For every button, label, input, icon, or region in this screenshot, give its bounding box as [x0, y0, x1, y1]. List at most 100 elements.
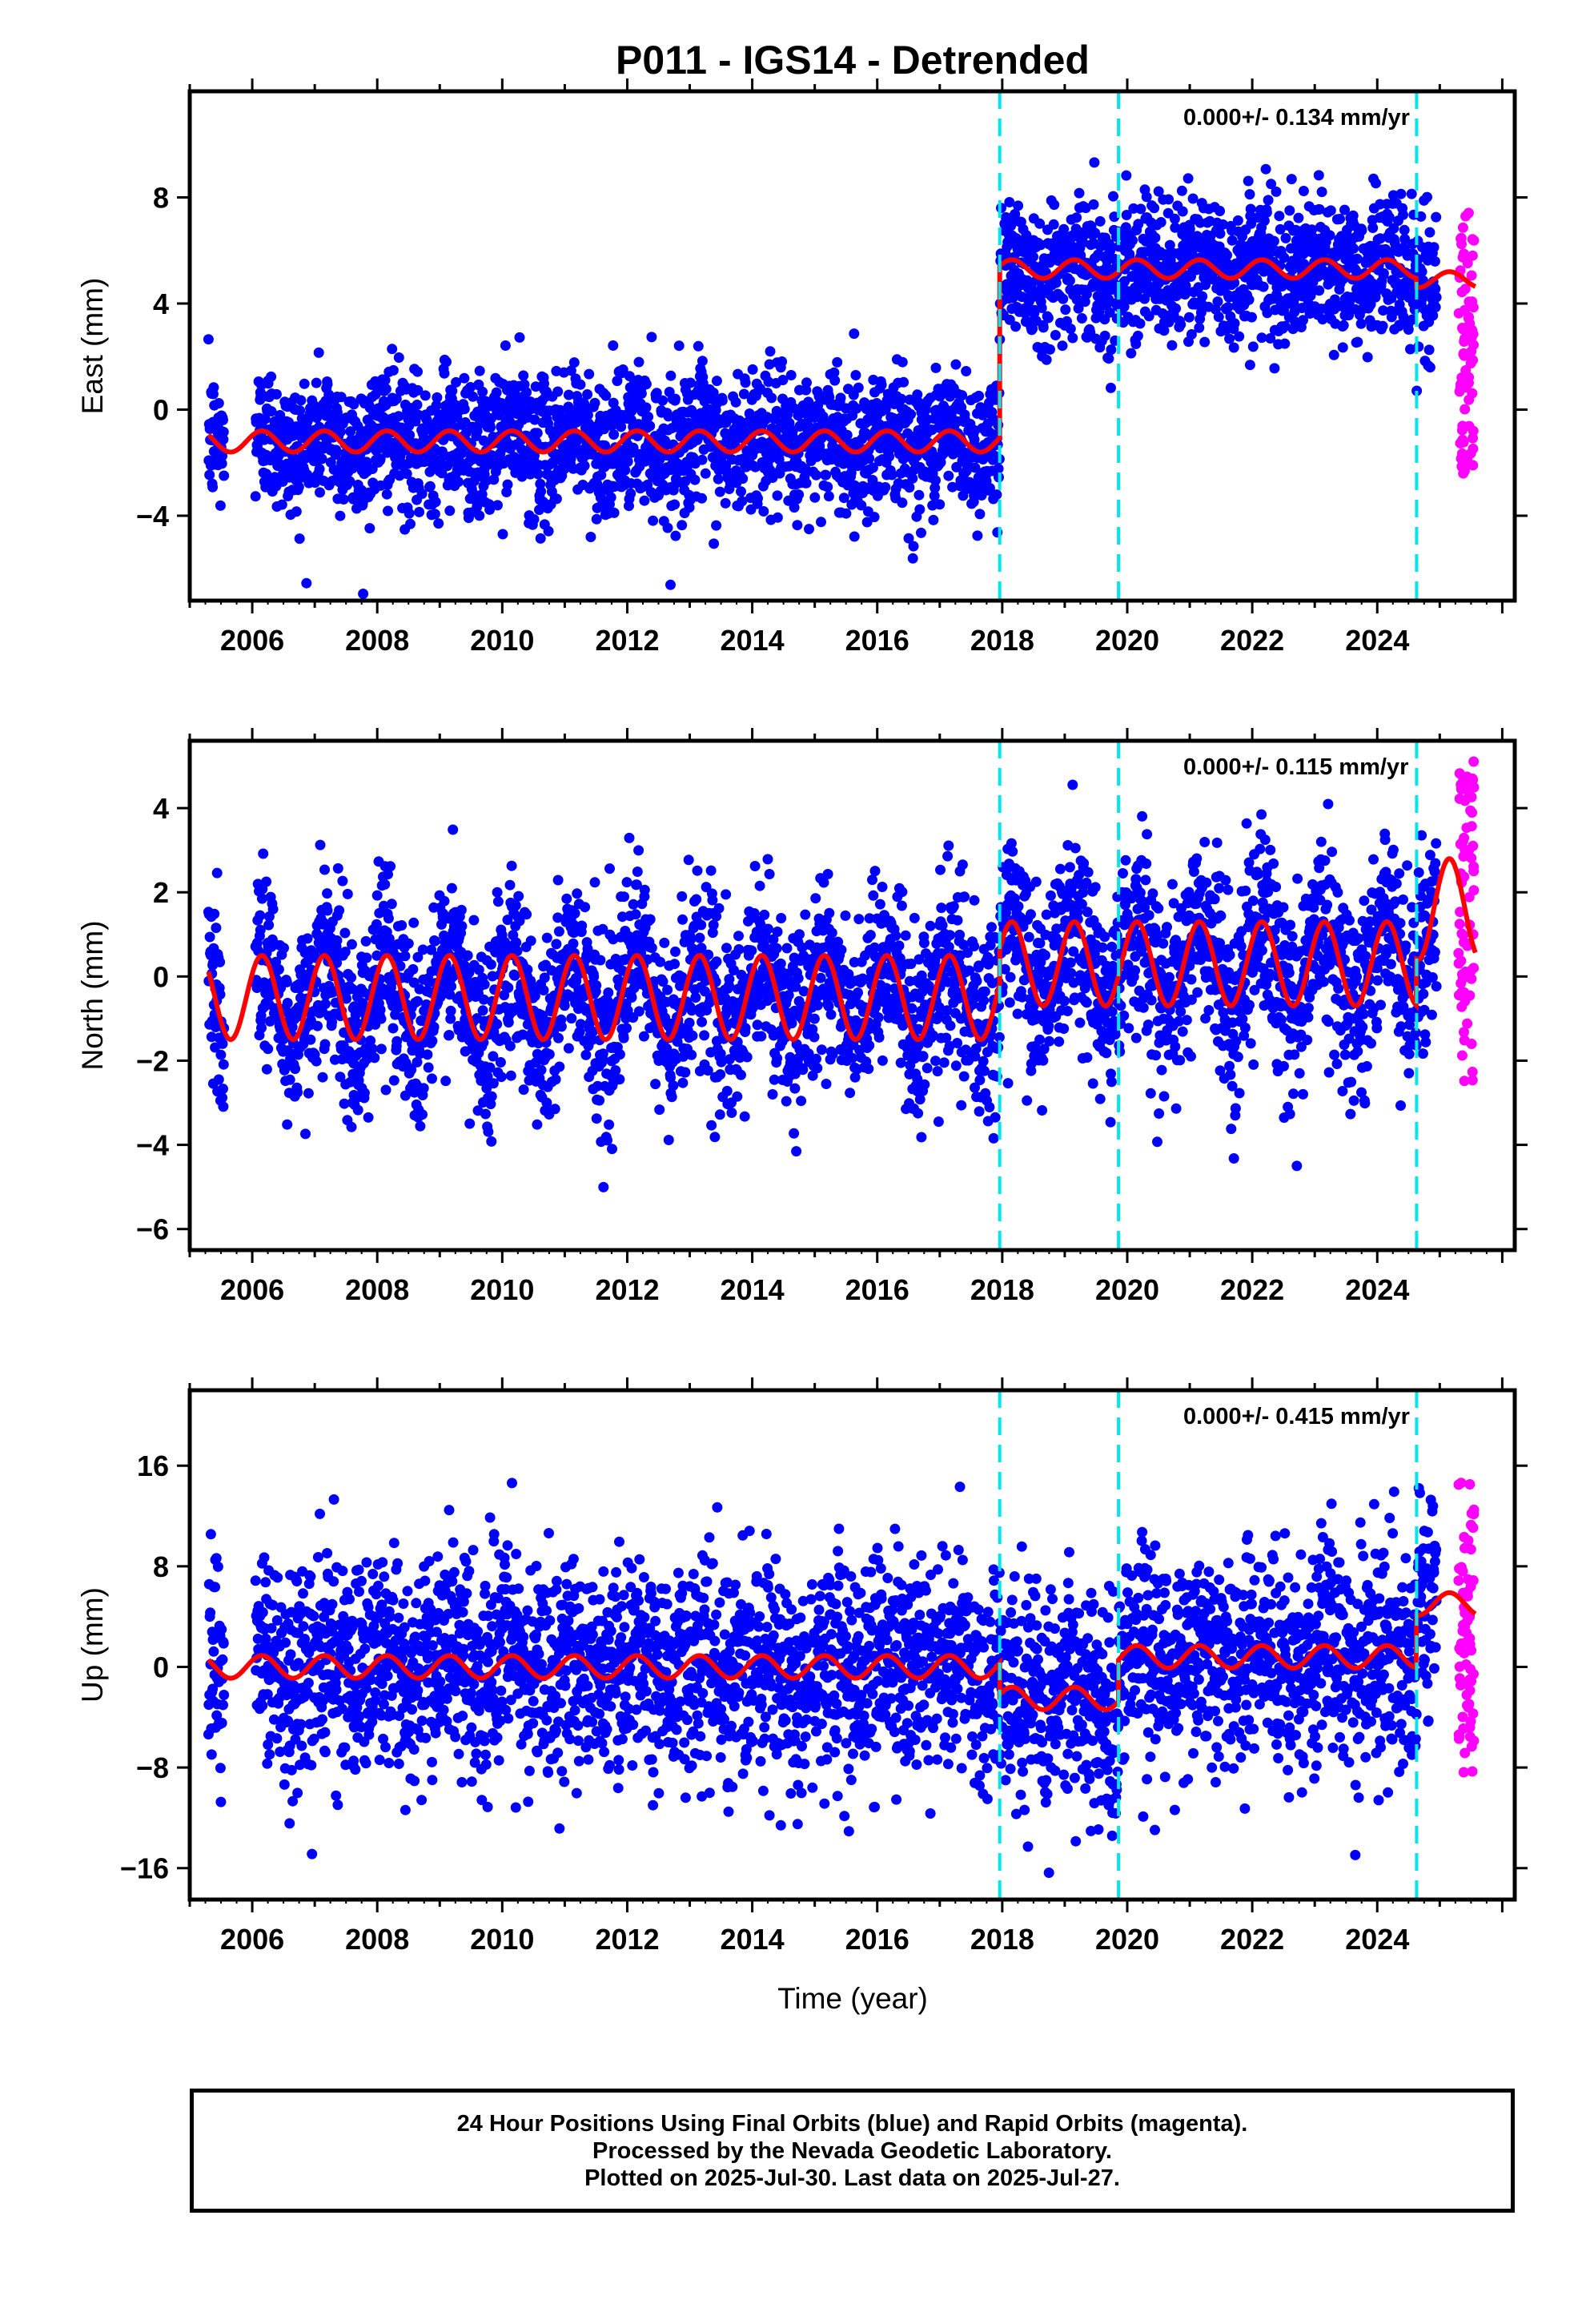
final-orbit-point — [1367, 223, 1379, 233]
final-orbit-point — [525, 975, 536, 987]
final-orbit-point — [1416, 266, 1427, 277]
final-orbit-point — [621, 877, 632, 888]
final-orbit-point — [488, 1078, 499, 1089]
final-orbit-point — [914, 504, 926, 515]
final-orbit-point — [685, 377, 696, 388]
final-orbit-point — [1074, 187, 1085, 199]
final-orbit-point — [263, 1043, 274, 1055]
final-orbit-point — [536, 1064, 547, 1076]
final-orbit-point — [1212, 296, 1223, 308]
final-orbit-point — [299, 378, 310, 389]
final-orbit-point — [346, 1121, 357, 1132]
final-orbit-point — [551, 493, 562, 505]
final-orbit-point — [474, 365, 485, 376]
final-orbit-point — [575, 1019, 586, 1030]
final-orbit-point — [565, 365, 576, 376]
final-orbit-point — [1423, 344, 1435, 356]
final-orbit-point — [327, 1016, 338, 1027]
final-orbit-point — [1362, 352, 1373, 363]
final-orbit-point — [1078, 237, 1089, 248]
final-orbit-point — [622, 456, 633, 467]
final-orbit-point — [444, 989, 456, 1000]
final-orbit-point — [485, 1099, 496, 1110]
final-orbit-point — [594, 1095, 605, 1106]
final-orbit-point — [371, 950, 383, 961]
final-orbit-point — [215, 500, 226, 511]
final-orbit-point — [303, 1088, 314, 1099]
rapid-orbit-point — [1456, 448, 1468, 459]
final-orbit-point — [445, 1013, 456, 1024]
final-orbit-point — [1430, 302, 1441, 312]
final-orbit-point — [310, 477, 320, 489]
final-orbit-point — [655, 956, 666, 967]
final-orbit-point — [720, 497, 731, 509]
final-orbit-point — [360, 935, 371, 947]
final-orbit-point — [530, 1057, 541, 1068]
final-orbit-point — [618, 1032, 629, 1043]
final-orbit-point — [782, 409, 793, 420]
x-tick-label: 2022 — [1220, 624, 1284, 657]
final-orbit-point — [1313, 170, 1324, 181]
final-orbit-point — [677, 520, 688, 531]
final-orbit-point — [1135, 203, 1146, 215]
final-orbit-point — [1050, 330, 1061, 340]
final-orbit-point — [907, 553, 918, 564]
final-orbit-point — [371, 919, 382, 930]
final-orbit-point — [553, 1032, 564, 1043]
final-orbit-point — [1265, 333, 1276, 344]
final-orbit-point — [500, 340, 511, 351]
final-orbit-point — [582, 409, 593, 420]
final-orbit-point — [628, 442, 639, 453]
final-orbit-point — [643, 412, 654, 422]
y-tick-label: 0 — [153, 394, 169, 427]
final-orbit-point — [1246, 218, 1257, 229]
final-orbit-point — [417, 1109, 428, 1120]
final-orbit-point — [603, 987, 614, 998]
final-orbit-point — [630, 909, 641, 920]
final-orbit-point — [903, 533, 914, 544]
final-orbit-point — [1293, 212, 1304, 223]
final-orbit-point — [371, 890, 383, 901]
final-orbit-point — [462, 950, 473, 961]
final-orbit-point — [1126, 348, 1137, 359]
final-orbit-point — [633, 356, 644, 368]
rapid-orbit-point — [1456, 372, 1468, 383]
final-orbit-point — [571, 975, 582, 987]
final-orbit-point — [585, 532, 596, 542]
final-orbit-point — [853, 382, 864, 393]
final-orbit-point — [412, 384, 424, 396]
final-orbit-point — [279, 943, 289, 954]
final-orbit-point — [974, 390, 985, 401]
final-orbit-point — [1347, 210, 1359, 221]
final-orbit-point — [1013, 200, 1024, 211]
final-orbit-point — [218, 1084, 228, 1095]
final-orbit-point — [521, 387, 532, 398]
final-orbit-point — [412, 951, 424, 963]
final-orbit-points — [203, 157, 1442, 599]
final-orbit-point — [1337, 342, 1348, 353]
final-orbit-point — [417, 944, 428, 955]
final-orbit-point — [1164, 239, 1175, 251]
final-orbit-point — [689, 474, 701, 485]
final-orbit-point — [758, 506, 769, 517]
x-tick-label: 2014 — [721, 624, 785, 657]
panel-east: 2006 2008 2010 2012 2014 2016 2018 2020 2022 2024… — [76, 78, 1528, 657]
final-orbit-point — [521, 909, 532, 920]
final-orbit-point — [612, 376, 623, 387]
final-orbit-point — [346, 972, 357, 983]
final-orbit-point — [765, 452, 776, 464]
final-orbit-point — [266, 371, 277, 382]
final-orbit-point — [446, 981, 457, 992]
final-orbit-point — [619, 891, 629, 903]
final-orbit-point — [427, 1073, 437, 1084]
rapid-orbit-point — [1457, 323, 1468, 333]
final-orbit-point — [375, 453, 386, 464]
final-orbit-point — [654, 1104, 665, 1116]
final-orbit-point — [300, 1128, 311, 1140]
final-orbit-point — [907, 472, 918, 484]
final-orbit-point — [561, 893, 572, 904]
final-orbit-point — [1356, 225, 1367, 236]
final-orbit-point — [361, 952, 372, 963]
final-orbit-point — [555, 404, 566, 416]
